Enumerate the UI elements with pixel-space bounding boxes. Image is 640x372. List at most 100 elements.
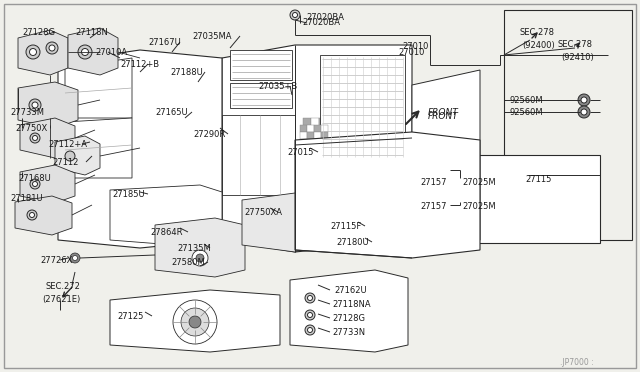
Circle shape <box>578 94 590 106</box>
Polygon shape <box>290 270 408 352</box>
Circle shape <box>33 135 38 141</box>
Polygon shape <box>242 193 320 252</box>
Bar <box>319 118 327 126</box>
Circle shape <box>65 151 75 161</box>
Circle shape <box>78 45 92 59</box>
Text: 27188U: 27188U <box>170 68 203 77</box>
Bar <box>311 150 319 158</box>
Circle shape <box>173 300 217 344</box>
Bar <box>343 158 351 166</box>
Polygon shape <box>295 132 480 258</box>
Bar <box>319 134 327 142</box>
Text: 27864R: 27864R <box>150 228 182 237</box>
Bar <box>412 155 600 243</box>
Text: 27112+A: 27112+A <box>48 140 87 149</box>
Circle shape <box>422 202 428 208</box>
Circle shape <box>72 256 77 260</box>
Text: 27162U: 27162U <box>334 286 367 295</box>
Text: 27290R: 27290R <box>193 130 225 139</box>
Polygon shape <box>416 195 450 235</box>
Text: 27168U: 27168U <box>18 174 51 183</box>
Circle shape <box>581 97 587 103</box>
Polygon shape <box>20 118 75 158</box>
Polygon shape <box>68 28 118 75</box>
Text: 27125: 27125 <box>117 312 143 321</box>
Bar <box>307 139 314 146</box>
Circle shape <box>30 133 40 143</box>
Bar <box>321 132 328 139</box>
Circle shape <box>420 178 430 188</box>
Bar <box>311 126 319 134</box>
Text: 27025M: 27025M <box>462 178 495 187</box>
Circle shape <box>32 102 38 108</box>
Circle shape <box>290 10 300 20</box>
Text: 27128G: 27128G <box>22 28 55 37</box>
Polygon shape <box>230 83 292 108</box>
Circle shape <box>49 45 55 51</box>
Text: 27010: 27010 <box>398 48 424 57</box>
Circle shape <box>581 109 587 115</box>
Bar <box>327 118 335 126</box>
Bar <box>335 126 343 134</box>
Circle shape <box>181 308 209 336</box>
Bar <box>307 146 314 153</box>
Polygon shape <box>65 58 132 118</box>
Bar <box>303 158 311 166</box>
Text: 27020BA: 27020BA <box>306 13 344 22</box>
Bar <box>335 134 343 142</box>
Text: 27185U: 27185U <box>112 190 145 199</box>
Polygon shape <box>230 50 292 80</box>
Circle shape <box>305 293 315 303</box>
Text: 27015: 27015 <box>287 148 314 157</box>
Bar <box>303 118 311 126</box>
Bar <box>311 134 319 142</box>
Text: 27580M: 27580M <box>171 258 205 267</box>
Text: (92410): (92410) <box>561 53 594 62</box>
Text: 27112: 27112 <box>52 158 78 167</box>
Bar <box>314 132 321 139</box>
Circle shape <box>27 210 37 220</box>
Bar <box>307 132 314 139</box>
Bar <box>335 118 343 126</box>
Text: 27115: 27115 <box>525 175 552 184</box>
Text: SEC.278: SEC.278 <box>519 28 554 37</box>
Text: 27181U: 27181U <box>10 194 43 203</box>
Polygon shape <box>55 136 100 175</box>
Polygon shape <box>504 10 632 240</box>
Circle shape <box>30 179 40 189</box>
Polygon shape <box>65 118 132 178</box>
Text: 27035MA: 27035MA <box>192 32 232 41</box>
Text: 27025M: 27025M <box>462 202 495 211</box>
Circle shape <box>26 45 40 59</box>
Polygon shape <box>110 185 222 247</box>
Bar <box>343 126 351 134</box>
Bar <box>311 118 319 126</box>
Bar <box>343 134 351 142</box>
Text: 27112+B: 27112+B <box>120 60 159 69</box>
Circle shape <box>578 106 590 118</box>
Circle shape <box>305 310 315 320</box>
Bar <box>319 150 327 158</box>
Text: 92560M: 92560M <box>510 108 543 117</box>
Circle shape <box>307 295 312 301</box>
Bar <box>327 150 335 158</box>
Text: 27750X: 27750X <box>15 124 47 133</box>
Circle shape <box>420 165 430 175</box>
Circle shape <box>307 312 312 317</box>
Circle shape <box>29 99 41 111</box>
Bar <box>311 142 319 150</box>
Text: SEC.272: SEC.272 <box>46 282 81 291</box>
Text: (92400): (92400) <box>522 41 555 50</box>
Text: .JP7000 :: .JP7000 : <box>560 358 594 367</box>
Bar <box>300 125 307 132</box>
Polygon shape <box>222 115 295 195</box>
Text: 27128G: 27128G <box>332 314 365 323</box>
Bar <box>303 134 311 142</box>
Text: 92560M: 92560M <box>510 96 543 105</box>
Text: 27726X: 27726X <box>40 256 72 265</box>
Bar <box>320 55 405 160</box>
Circle shape <box>196 254 204 262</box>
Bar <box>327 158 335 166</box>
Bar <box>327 142 335 150</box>
Polygon shape <box>155 218 245 277</box>
